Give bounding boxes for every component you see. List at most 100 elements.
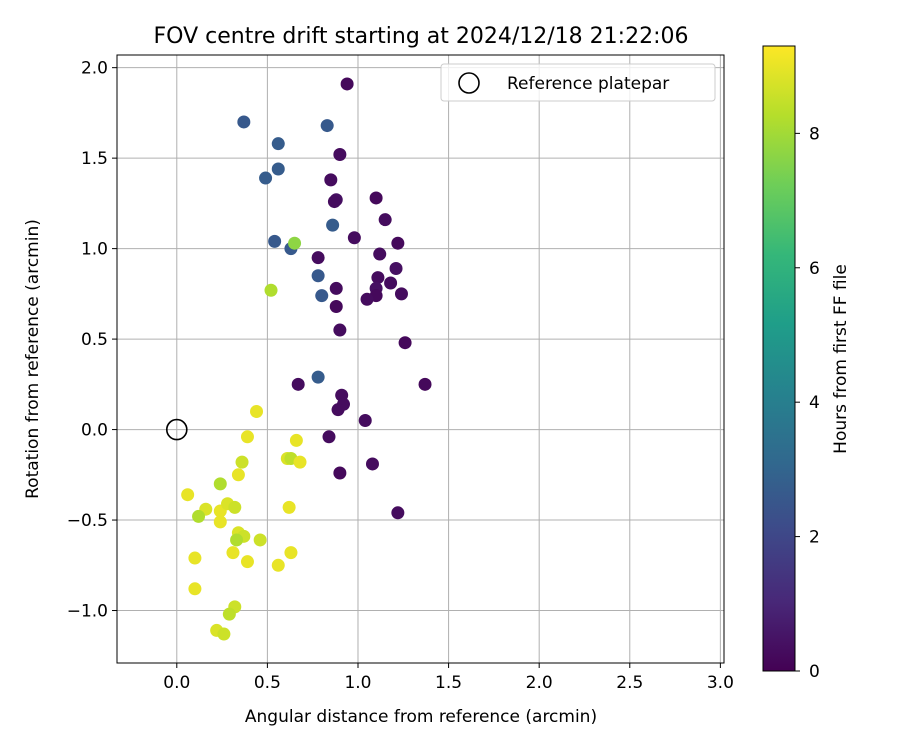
data-point <box>228 500 242 514</box>
data-point <box>391 236 405 250</box>
data-point <box>369 191 383 205</box>
data-point <box>329 281 343 295</box>
x-tick-label: 0.0 <box>163 673 190 693</box>
x-tick-label: 1.0 <box>344 673 371 693</box>
data-point <box>371 271 385 285</box>
y-tick-label: −1.0 <box>67 602 108 622</box>
legend-box <box>440 63 716 102</box>
x-tick-label: 2.0 <box>526 673 553 693</box>
data-point <box>264 283 278 297</box>
y-axis-label: Rotation from reference (arcmin) <box>23 219 43 499</box>
data-point <box>293 455 307 469</box>
legend: Reference platepar <box>440 63 716 102</box>
data-point <box>217 627 231 641</box>
legend-entry-label: Reference platepar <box>507 74 669 94</box>
data-point <box>311 251 325 265</box>
data-point <box>373 247 387 261</box>
data-point <box>271 558 285 572</box>
data-point <box>365 457 379 471</box>
data-point <box>282 500 296 514</box>
data-point <box>360 292 374 306</box>
y-tick-label: 0.5 <box>81 330 108 350</box>
legend-marker-icon <box>458 72 480 94</box>
data-point <box>250 404 264 418</box>
data-point <box>347 231 361 245</box>
x-tick-label: 0.5 <box>254 673 281 693</box>
data-point <box>181 488 195 502</box>
x-tick-label: 2.5 <box>616 673 643 693</box>
x-tick-label: 1.5 <box>435 673 462 693</box>
data-point <box>240 430 254 444</box>
colorbar-tick-label: 8 <box>809 124 820 144</box>
x-tick-label: 3.0 <box>707 673 734 693</box>
data-point <box>259 171 273 185</box>
data-point <box>237 115 251 129</box>
data-point <box>320 119 334 133</box>
data-point <box>268 234 282 248</box>
data-point <box>235 455 249 469</box>
y-tick-label: −0.5 <box>67 511 108 531</box>
data-point <box>253 533 267 547</box>
data-point <box>213 515 227 529</box>
colorbar-gradient <box>763 46 795 671</box>
colorbar-frame <box>762 45 796 672</box>
data-point <box>240 555 254 569</box>
data-point <box>311 269 325 283</box>
data-point <box>333 466 347 480</box>
data-point <box>322 430 336 444</box>
data-point <box>192 509 206 523</box>
data-point <box>271 137 285 151</box>
plot-frame <box>116 54 725 664</box>
reference-platepar-marker <box>165 418 188 441</box>
y-axis-ticks: −1.0 −0.5 0.0 0.5 1.0 1.5 2.0 <box>67 59 117 622</box>
data-point <box>333 323 347 337</box>
colorbar-tick-label: 6 <box>809 259 820 279</box>
data-point <box>188 551 202 565</box>
data-point <box>394 287 408 301</box>
data-point <box>315 289 329 303</box>
data-point <box>389 262 403 276</box>
y-tick-label: 0.0 <box>81 421 108 441</box>
colorbar-ticks: 0 2 4 6 8 <box>795 124 820 682</box>
y-tick-label: 1.0 <box>81 240 108 260</box>
reference-marker-layer <box>165 418 188 441</box>
data-point <box>326 218 340 232</box>
colorbar-label: Hours from first FF file <box>831 264 851 454</box>
data-point <box>327 195 341 209</box>
colorbar-tick-label: 4 <box>809 393 820 413</box>
data-point <box>271 162 285 176</box>
data-point <box>231 468 245 482</box>
data-point <box>418 377 432 391</box>
colorbar-tick-label: 0 <box>809 662 820 682</box>
data-point <box>329 300 343 314</box>
data-point <box>391 506 405 520</box>
data-point <box>311 370 325 384</box>
x-axis-label: Angular distance from reference (arcmin) <box>245 707 597 727</box>
data-point <box>288 236 302 250</box>
data-point <box>340 77 354 91</box>
data-point <box>324 173 338 187</box>
data-point <box>188 582 202 596</box>
x-axis-ticks: 0.0 0.5 1.0 1.5 2.0 2.5 3.0 <box>163 663 734 693</box>
data-point <box>378 213 392 227</box>
y-tick-label: 2.0 <box>81 59 108 79</box>
data-point <box>398 336 412 350</box>
data-point <box>284 546 298 560</box>
chart-title: FOV centre drift starting at 2024/12/18 … <box>154 24 689 49</box>
data-point <box>213 477 227 491</box>
data-point <box>222 607 236 621</box>
data-point <box>331 403 345 417</box>
data-point <box>291 377 305 391</box>
data-point <box>230 533 244 547</box>
colorbar-tick-label: 2 <box>809 528 820 548</box>
data-point <box>289 433 303 447</box>
y-tick-label: 1.5 <box>81 149 108 169</box>
data-point <box>226 546 240 560</box>
data-point <box>333 148 347 162</box>
colorbar: 0 2 4 6 8 Hours from first FF file <box>762 45 851 682</box>
data-points <box>181 77 432 641</box>
data-point <box>358 414 372 428</box>
data-point <box>384 276 398 290</box>
